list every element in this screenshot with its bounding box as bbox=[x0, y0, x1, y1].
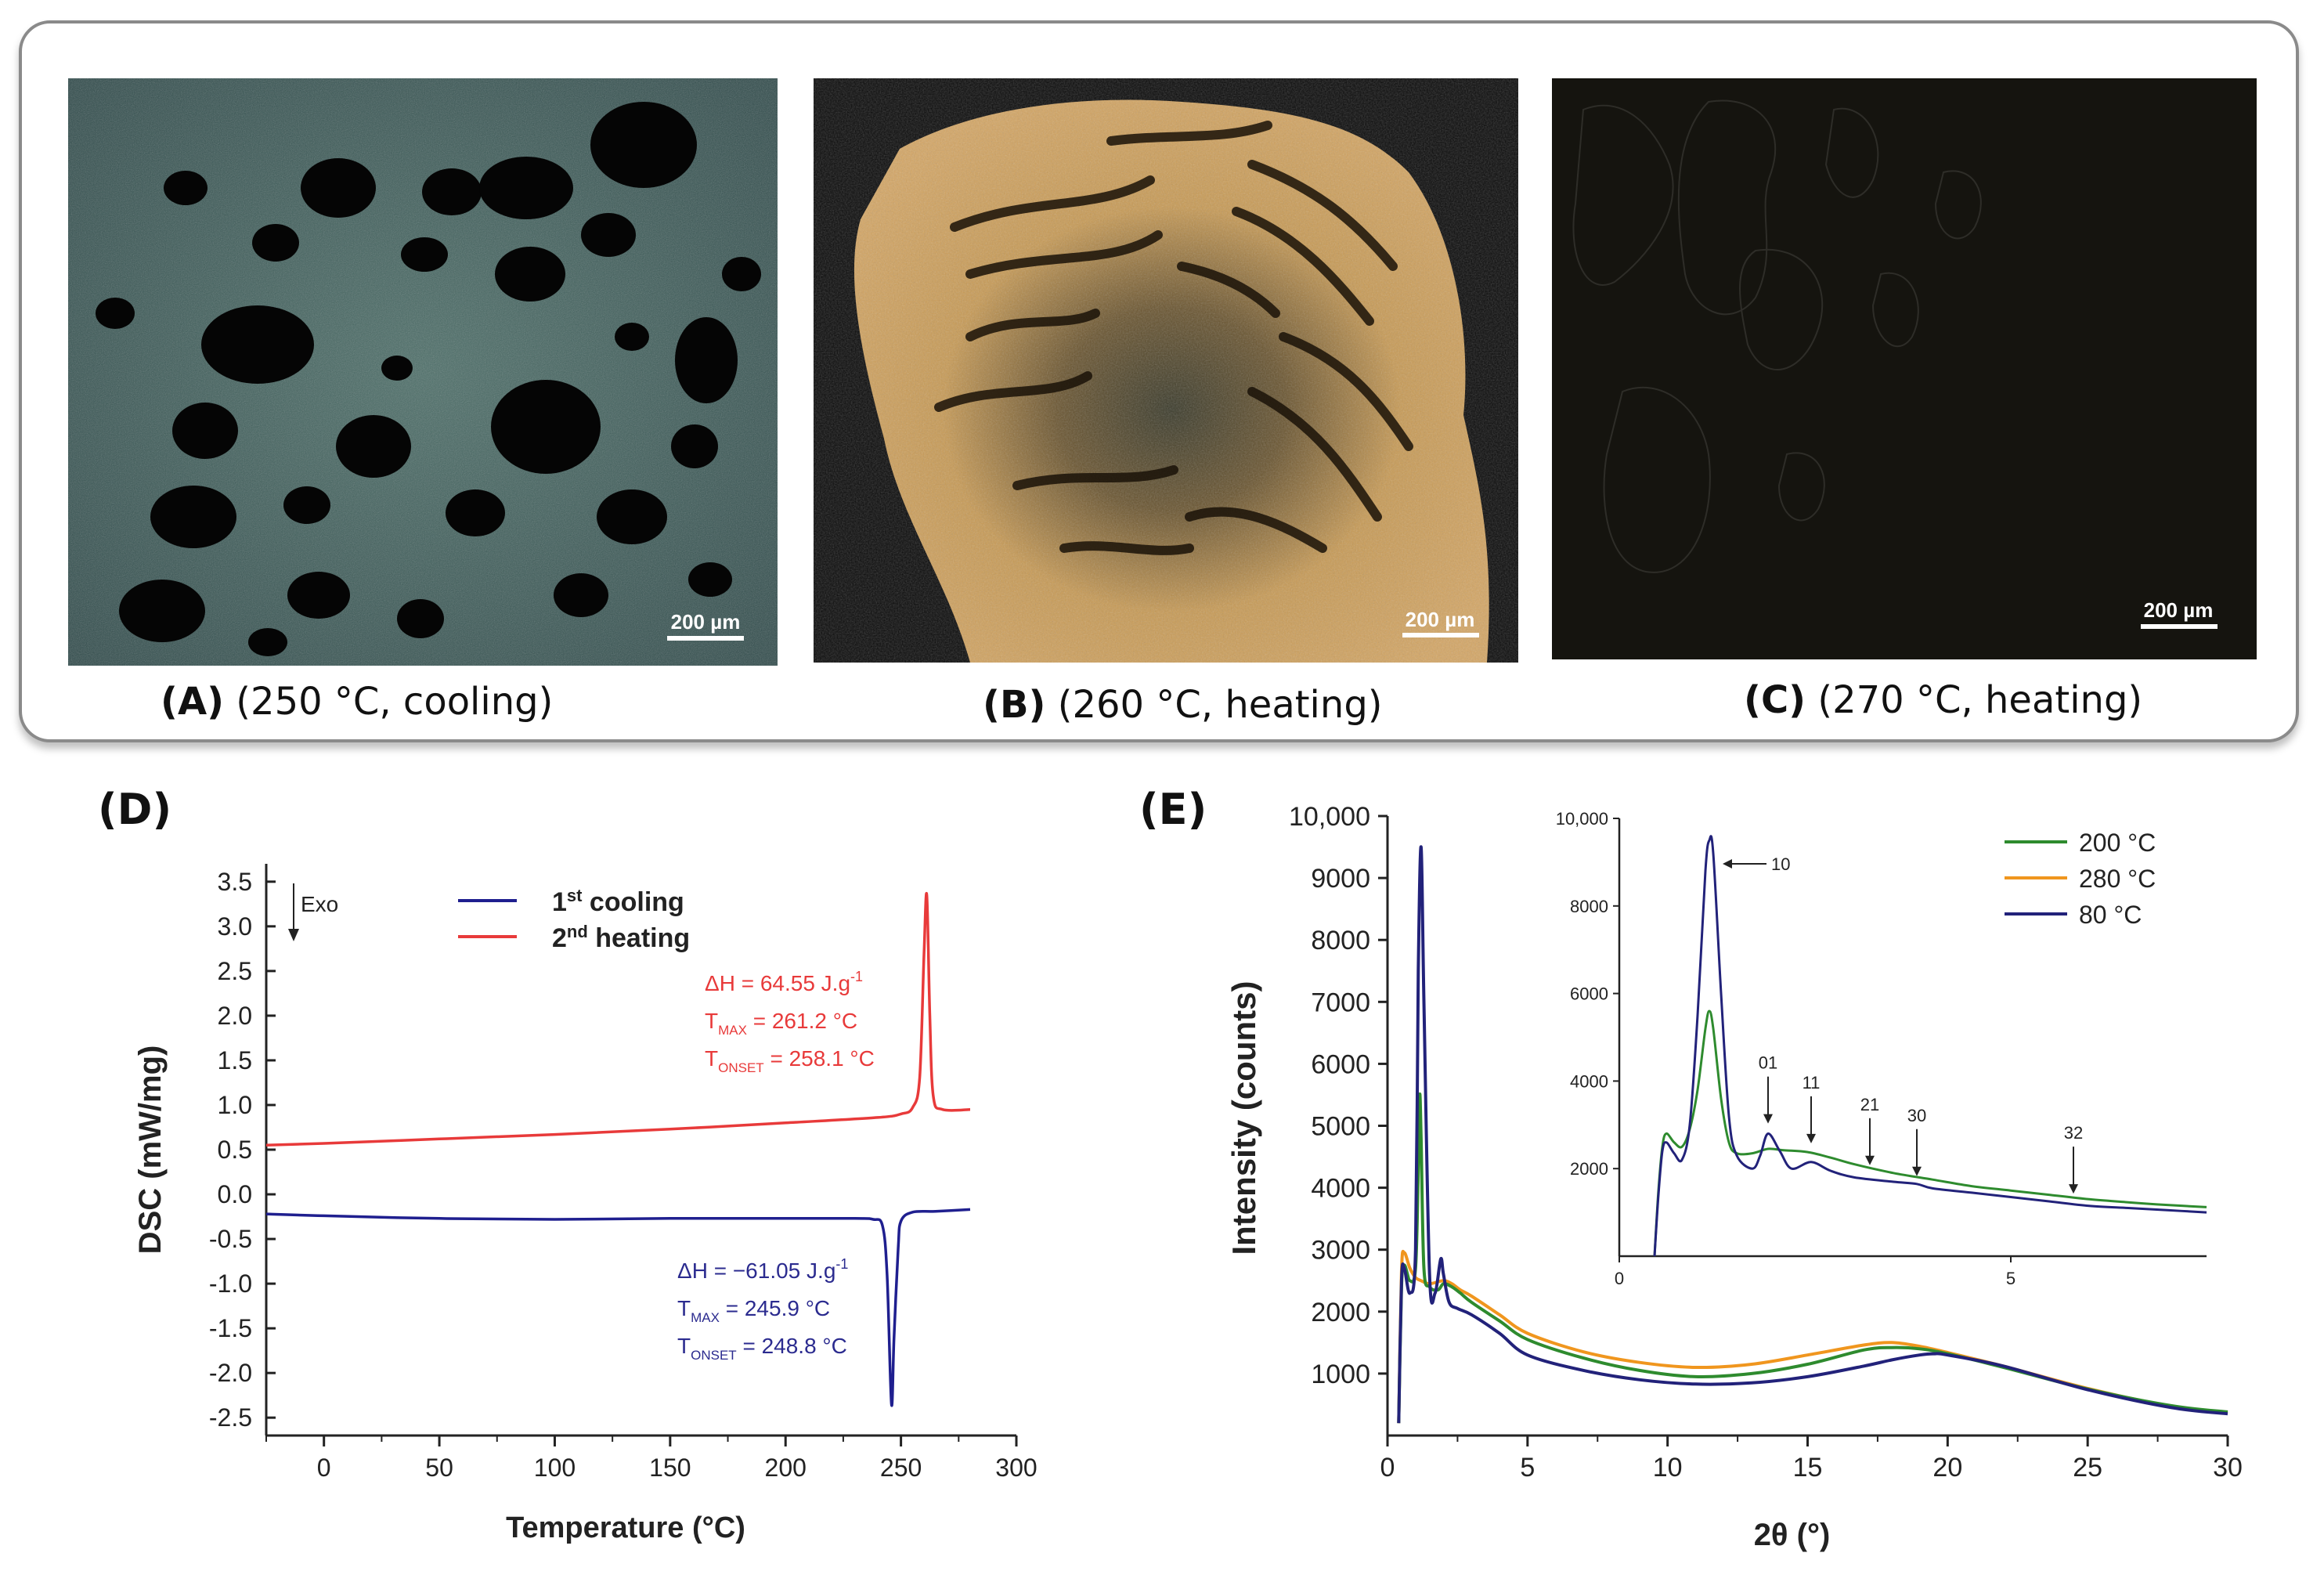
caption-b-condition: (260 °C, heating) bbox=[1057, 683, 1383, 727]
caption-a: (A) (250 °C, cooling) bbox=[161, 680, 553, 724]
xrd-legend-label-2: 80 °C bbox=[2079, 901, 2142, 929]
dsc-y-tick-label: 0.0 bbox=[218, 1180, 252, 1208]
dsc-x-tick-label: 50 bbox=[425, 1454, 453, 1482]
xrd-y-tick-label: 2000 bbox=[1311, 1298, 1370, 1327]
dsc-cooling-dh-label: ΔH = −61.05 J.g-1 bbox=[677, 1256, 848, 1283]
dsc-exo-label: Exo bbox=[301, 892, 338, 916]
dsc-x-label: Temperature (°C) bbox=[506, 1511, 745, 1544]
dsc-x-tick-label: 300 bbox=[995, 1454, 1037, 1482]
dsc-x-tick-label: 150 bbox=[649, 1454, 691, 1482]
xrd-inset-x-tick-label: 5 bbox=[2006, 1269, 2015, 1288]
dsc-heating-line bbox=[265, 892, 971, 1147]
dsc-y-tick-label: 0.5 bbox=[218, 1136, 252, 1164]
xrd-inset-x-tick-label: 0 bbox=[1615, 1269, 1624, 1288]
xrd-y-tick-label: 8000 bbox=[1311, 926, 1370, 955]
xrd-x-tick-label: 25 bbox=[2073, 1453, 2102, 1483]
xrd-inset-series-line-0 bbox=[1653, 1009, 2207, 1257]
xrd-x-tick-label: 10 bbox=[1653, 1453, 1683, 1483]
xrd-y-tick-label: 4000 bbox=[1311, 1174, 1370, 1204]
dsc-heating-dh-label: ΔH = 64.55 J.g-1 bbox=[705, 969, 863, 995]
xrd-x-tick-label: 30 bbox=[2213, 1453, 2243, 1483]
caption-b-letter: (B) bbox=[983, 683, 1046, 727]
panel-letter-e: (E) bbox=[1139, 785, 1207, 834]
dsc-x-tick-label: 200 bbox=[765, 1454, 807, 1482]
xrd-x-label: 2θ (°) bbox=[1754, 1518, 1831, 1552]
caption-c-condition: (270 °C, heating) bbox=[1817, 678, 2143, 722]
dsc-y-tick-label: -1.5 bbox=[209, 1314, 252, 1342]
xrd-inset-peak-arrowhead bbox=[1763, 1114, 1773, 1124]
dsc-heating-tmax-label: TMAX = 261.2 °C bbox=[705, 1009, 857, 1038]
dsc-y-label: DSC (mW/mg) bbox=[133, 1046, 168, 1255]
xrd-x-tick-label: 15 bbox=[1793, 1453, 1823, 1483]
xrd-inset-peak-label: 01 bbox=[1759, 1053, 1777, 1073]
dsc-legend-cooling-label: 1st cooling bbox=[552, 886, 684, 917]
caption-c-letter: (C) bbox=[1744, 678, 1806, 722]
dsc-y-tick-label: 1.0 bbox=[218, 1091, 252, 1119]
xrd-y-tick-label: 10,000 bbox=[1289, 802, 1370, 832]
xrd-inset-y-tick-label: 2000 bbox=[1570, 1159, 1608, 1179]
xrd-inset-peak-arrowhead bbox=[2069, 1184, 2078, 1194]
micrograph-a: 200 µm bbox=[68, 78, 778, 666]
xrd-x-tick-label: 20 bbox=[1932, 1453, 1962, 1483]
dsc-y-tick-label: 1.5 bbox=[218, 1046, 252, 1074]
xrd-inset-peak-arrowhead bbox=[1723, 858, 1732, 869]
xrd-y-tick-label: 6000 bbox=[1311, 1049, 1370, 1079]
xrd-legend-label-0: 200 °C bbox=[2079, 829, 2156, 857]
xrd-inset-peak-arrowhead bbox=[1806, 1133, 1816, 1143]
dsc-x-tick-label: 250 bbox=[880, 1454, 922, 1482]
scale-label-c: 200 µm bbox=[2144, 598, 2214, 622]
panel-letter-d: (D) bbox=[98, 785, 172, 834]
dsc-cooling-tonset-label: TONSET = 248.8 °C bbox=[677, 1334, 847, 1363]
dsc-y-tick-label: 2.5 bbox=[218, 957, 252, 985]
xrd-y-tick-label: 1000 bbox=[1311, 1360, 1370, 1389]
xrd-y-tick-label: 3000 bbox=[1311, 1236, 1370, 1266]
xrd-y-tick-label: 9000 bbox=[1311, 864, 1370, 894]
xrd-y-tick-label: 5000 bbox=[1311, 1112, 1370, 1142]
dsc-y-tick-label: 2.0 bbox=[218, 1002, 252, 1030]
caption-a-letter: (A) bbox=[161, 680, 225, 724]
xrd-inset-peak-label: 21 bbox=[1860, 1095, 1879, 1114]
dsc-y-tick-label: 3.0 bbox=[218, 912, 252, 941]
dsc-exo-arrow-head bbox=[288, 929, 299, 941]
dsc-y-tick-label: -1.0 bbox=[209, 1269, 252, 1298]
scale-label-a: 200 µm bbox=[671, 610, 741, 634]
micrograph-c: 200 µm bbox=[1552, 78, 2257, 659]
xrd-inset-y-tick-label: 6000 bbox=[1570, 984, 1608, 1004]
dsc-y-tick-label: -2.5 bbox=[209, 1403, 252, 1432]
dsc-legend-heating-label: 2nd heating bbox=[552, 922, 690, 953]
xrd-x-tick-label: 0 bbox=[1380, 1453, 1395, 1483]
dsc-x-tick-label: 0 bbox=[317, 1454, 331, 1482]
dsc-x-tick-label: 100 bbox=[534, 1454, 576, 1482]
xrd-inset-peak-label: 11 bbox=[1803, 1073, 1821, 1092]
xrd-legend-label-1: 280 °C bbox=[2079, 865, 2156, 893]
dsc-cooling-tmax-label: TMAX = 245.9 °C bbox=[677, 1296, 830, 1325]
dsc-y-tick-label: -2.0 bbox=[209, 1359, 252, 1387]
xrd-inset-y-tick-label: 4000 bbox=[1570, 1071, 1608, 1091]
xrd-y-label: Intensity (counts) bbox=[1225, 981, 1262, 1255]
caption-a-condition: (250 °C, cooling) bbox=[236, 680, 554, 724]
dsc-y-tick-label: -0.5 bbox=[209, 1225, 252, 1253]
caption-b: (B) (260 °C, heating) bbox=[983, 683, 1383, 727]
xrd-y-tick-label: 7000 bbox=[1311, 988, 1370, 1017]
micrograph-b: 200 µm bbox=[814, 78, 1518, 663]
dsc-cooling-line bbox=[265, 1208, 971, 1407]
xrd-series-line-2 bbox=[1397, 845, 2228, 1424]
xrd-inset-series-line-1 bbox=[1653, 835, 2207, 1257]
xrd-inset-peak-label: 32 bbox=[2064, 1123, 2083, 1143]
scale-label-b: 200 µm bbox=[1406, 608, 1475, 631]
caption-c: (C) (270 °C, heating) bbox=[1744, 678, 2142, 722]
xrd-inset-peak-arrowhead bbox=[1865, 1155, 1875, 1165]
xrd-inset-peak-label: 30 bbox=[1907, 1106, 1926, 1125]
xrd-inset-y-tick-label: 10,000 bbox=[1556, 809, 1608, 829]
dsc-heating-tonset-label: TONSET = 258.1 °C bbox=[705, 1046, 875, 1075]
xrd-inset-peak-label: 10 bbox=[1771, 854, 1790, 874]
xrd-inset-y-tick-label: 8000 bbox=[1570, 897, 1608, 916]
dsc-y-tick-label: 3.5 bbox=[218, 868, 252, 896]
xrd-x-tick-label: 5 bbox=[1520, 1453, 1535, 1483]
xrd-inset-peak-arrowhead bbox=[1912, 1166, 1922, 1176]
